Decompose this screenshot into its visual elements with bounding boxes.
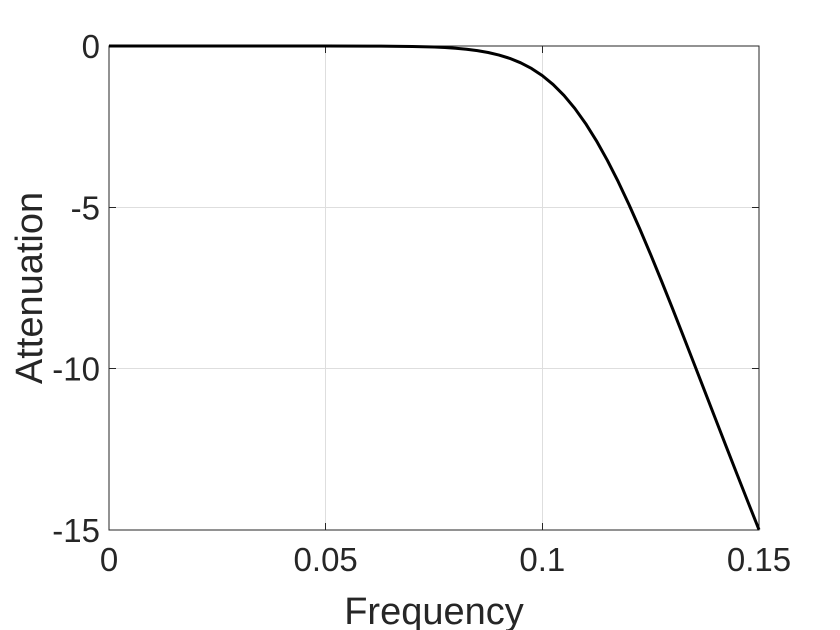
attenuation-curve <box>109 44 761 531</box>
x-tick-label: 0.1 <box>519 541 565 578</box>
y-tick-label: -10 <box>52 351 100 388</box>
x-tick-label: 0.05 <box>294 541 358 578</box>
x-tick-label: 0.15 <box>727 541 791 578</box>
y-tick-label: -15 <box>52 512 100 549</box>
x-axis-label: Frequency <box>344 591 524 630</box>
x-tick-label: 0 <box>100 541 118 578</box>
y-axis-label: Attenuation <box>9 191 51 385</box>
y-tick-label: -5 <box>71 189 100 226</box>
plot-border <box>108 45 760 531</box>
y-tick-label: 0 <box>82 28 100 65</box>
